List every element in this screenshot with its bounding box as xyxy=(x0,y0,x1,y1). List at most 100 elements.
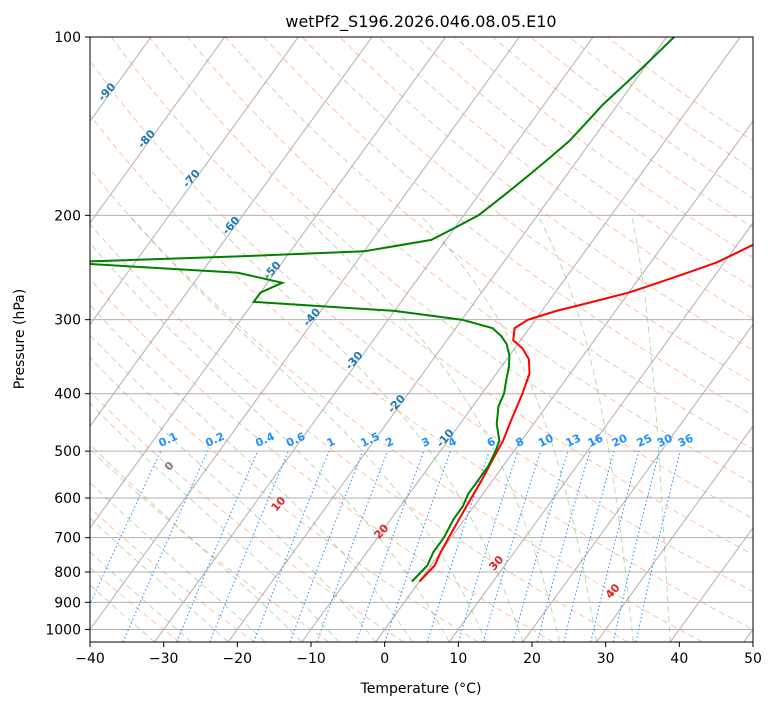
mixing-ratio-line xyxy=(253,450,330,642)
isotherm-label: -80 xyxy=(135,127,158,151)
x-tick-label: −30 xyxy=(149,651,179,667)
dry-adiabat xyxy=(90,168,703,642)
mixing-ratio-label: 0.6 xyxy=(284,430,307,450)
isotherm-gridline xyxy=(522,323,753,642)
mixing-ratio-label: 36 xyxy=(676,431,696,449)
mixing-ratio-line xyxy=(384,450,451,642)
plot-area: 0.1 0.2 0.4 0.6 1 1.5 2 3 4 6 8 10 13 16 20 25 30 36-100-… xyxy=(0,37,753,642)
isotherm-gridline xyxy=(90,37,373,428)
y-tick-label: 1000 xyxy=(45,622,81,638)
mixing-ratio-line xyxy=(612,450,660,642)
moist-adiabat xyxy=(537,215,634,642)
mixing-ratio-line xyxy=(635,450,681,642)
dry-adiabat xyxy=(301,37,753,384)
mixing-ratio-label: 2 xyxy=(383,435,395,450)
dry-adiabat xyxy=(530,37,753,199)
y-tick-label: 800 xyxy=(54,565,81,581)
x-tick-label: 0 xyxy=(380,651,389,667)
x-axis-title: Temperature (°C) xyxy=(360,681,482,697)
x-tick-label: 40 xyxy=(670,651,688,667)
dry-adiabat xyxy=(187,37,753,484)
moist-adiabat xyxy=(90,242,450,642)
moist-adiabat xyxy=(128,214,487,642)
mixing-ratio-label: 25 xyxy=(635,432,654,450)
isotherm-gridline xyxy=(90,37,520,631)
isotherm-label: -60 xyxy=(220,214,243,238)
y-tick-label: 500 xyxy=(54,444,81,460)
moist-adiabat xyxy=(90,551,192,642)
dry-adiabat xyxy=(568,37,753,170)
isotherm-label: -20 xyxy=(385,392,408,416)
isotherm-gridline xyxy=(596,425,753,642)
y-tick-label: 400 xyxy=(54,387,81,403)
mixing-ratio-line xyxy=(536,450,591,642)
x-tick-label: 20 xyxy=(523,651,541,667)
mixing-ratio-line xyxy=(590,450,640,642)
dry-adiabat xyxy=(90,60,753,593)
mixing-ratio-line xyxy=(355,450,425,642)
mixing-ratio-line xyxy=(482,450,541,642)
moist-adiabat xyxy=(90,481,266,642)
dewpoint-profile xyxy=(90,37,675,583)
mixing-ratio-label: 1.5 xyxy=(359,430,382,450)
mixing-ratio-label: 30 xyxy=(655,431,675,449)
moist-adiabat xyxy=(90,444,303,642)
mixing-ratio-line xyxy=(289,450,364,642)
dry-adiabat xyxy=(110,37,753,556)
isotherm-gridline xyxy=(0,37,4,642)
x-axis: −40 −30 −20 −10 0 10 20 30 40 50 xyxy=(75,642,762,667)
isotherm-gridline xyxy=(227,37,668,642)
isotherm-label: -40 xyxy=(300,305,323,329)
mixing-ratio-line xyxy=(176,450,259,642)
chart-title: wetPf2_S196.2026.046.08.05.E10 xyxy=(285,12,556,32)
x-tick-label: −10 xyxy=(296,651,326,667)
isotherm-gridline xyxy=(90,37,447,529)
mixing-ratio-line xyxy=(563,450,615,642)
dry-adiabat xyxy=(225,37,753,450)
dry-adiabat xyxy=(148,37,753,520)
mixing-ratio-label: 20 xyxy=(610,431,630,449)
moist-adiabat xyxy=(631,215,671,642)
y-tick-label: 900 xyxy=(54,595,81,611)
dry-adiabat xyxy=(90,114,753,630)
isotherm-gridline xyxy=(669,526,753,642)
y-tick-label: 700 xyxy=(54,531,81,547)
isotherm-label: -70 xyxy=(180,167,203,191)
x-tick-label: −40 xyxy=(75,651,105,667)
mixing-ratio-line xyxy=(426,450,490,642)
isotherm-gridline xyxy=(448,222,753,642)
reference-line-labels: 0.1 0.2 0.4 0.6 1 1.5 2 3 4 6 8 10 13 16 20 25 30 36-100-… xyxy=(95,80,696,601)
y-tick-label: 600 xyxy=(54,491,81,507)
y-tick-label: 100 xyxy=(54,30,81,46)
background-reference-lines xyxy=(0,37,753,642)
mixing-ratio-label: 0.1 xyxy=(157,430,180,450)
y-axis-title: Pressure (hPa) xyxy=(12,289,28,389)
dry-adiabat xyxy=(90,334,479,642)
moist-adiabat xyxy=(90,402,340,642)
x-tick-label: 10 xyxy=(449,651,467,667)
y-tick-label: 300 xyxy=(54,313,81,329)
y-tick-label: 200 xyxy=(54,208,81,224)
mixing-ratio-line xyxy=(209,450,289,642)
x-tick-label: 30 xyxy=(597,651,615,667)
isotherm-gridline xyxy=(154,37,594,642)
isotherm-label: -30 xyxy=(343,349,366,373)
mixing-ratio-line xyxy=(457,450,519,642)
mixing-ratio-label: 16 xyxy=(586,431,606,449)
mixing-ratio-line xyxy=(90,450,162,606)
dry-adiabat xyxy=(606,37,753,142)
moist-adiabat xyxy=(303,214,561,642)
series-layer xyxy=(90,37,753,583)
mixing-ratio-line xyxy=(512,450,569,642)
mixing-ratio-label: 0.2 xyxy=(203,430,226,450)
moist-adiabat xyxy=(90,356,376,642)
dry-adiabat-label: 20 xyxy=(371,521,391,541)
mixing-ratio-label: 10 xyxy=(536,431,556,449)
dry-adiabat xyxy=(416,37,753,289)
dry-adiabat xyxy=(263,37,753,416)
dry-adiabat-label: 40 xyxy=(603,581,623,601)
isotherm-gridline xyxy=(90,37,299,326)
dry-adiabat-label: 10 xyxy=(269,494,289,514)
isotherm-gridline xyxy=(375,120,753,642)
